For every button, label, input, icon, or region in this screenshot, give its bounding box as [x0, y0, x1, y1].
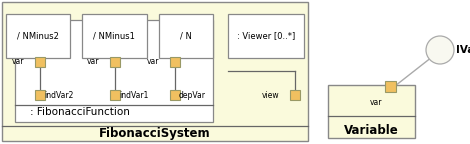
Text: var: var — [87, 57, 100, 67]
Text: IVar: IVar — [456, 45, 470, 55]
Text: view: view — [262, 91, 280, 100]
Text: indVar2: indVar2 — [44, 91, 73, 100]
Bar — [170, 57, 180, 67]
Circle shape — [426, 36, 454, 64]
Bar — [82, 14, 147, 58]
Text: FibonacciSystem: FibonacciSystem — [99, 126, 211, 140]
Text: var: var — [370, 98, 382, 107]
Bar — [228, 14, 304, 58]
Text: var: var — [147, 57, 159, 67]
Bar — [15, 20, 213, 122]
Text: / NMinus2: / NMinus2 — [17, 32, 59, 40]
Bar — [290, 90, 300, 100]
Text: : Viewer [0..*]: : Viewer [0..*] — [237, 32, 295, 40]
Bar — [170, 90, 180, 100]
Text: var: var — [12, 57, 24, 67]
Bar — [35, 57, 45, 67]
Bar — [6, 14, 70, 58]
Text: / N: / N — [180, 32, 192, 40]
Bar — [110, 90, 120, 100]
Bar — [35, 90, 45, 100]
Bar — [384, 80, 395, 91]
Text: indVar1: indVar1 — [119, 91, 149, 100]
Text: : FibonacciFunction: : FibonacciFunction — [30, 107, 130, 117]
Bar — [110, 57, 120, 67]
Text: / NMinus1: / NMinus1 — [93, 32, 135, 40]
Bar — [159, 14, 213, 58]
Bar — [2, 2, 308, 141]
Bar — [328, 85, 415, 138]
Text: Variable: Variable — [344, 124, 399, 137]
Text: depVar: depVar — [179, 91, 206, 100]
